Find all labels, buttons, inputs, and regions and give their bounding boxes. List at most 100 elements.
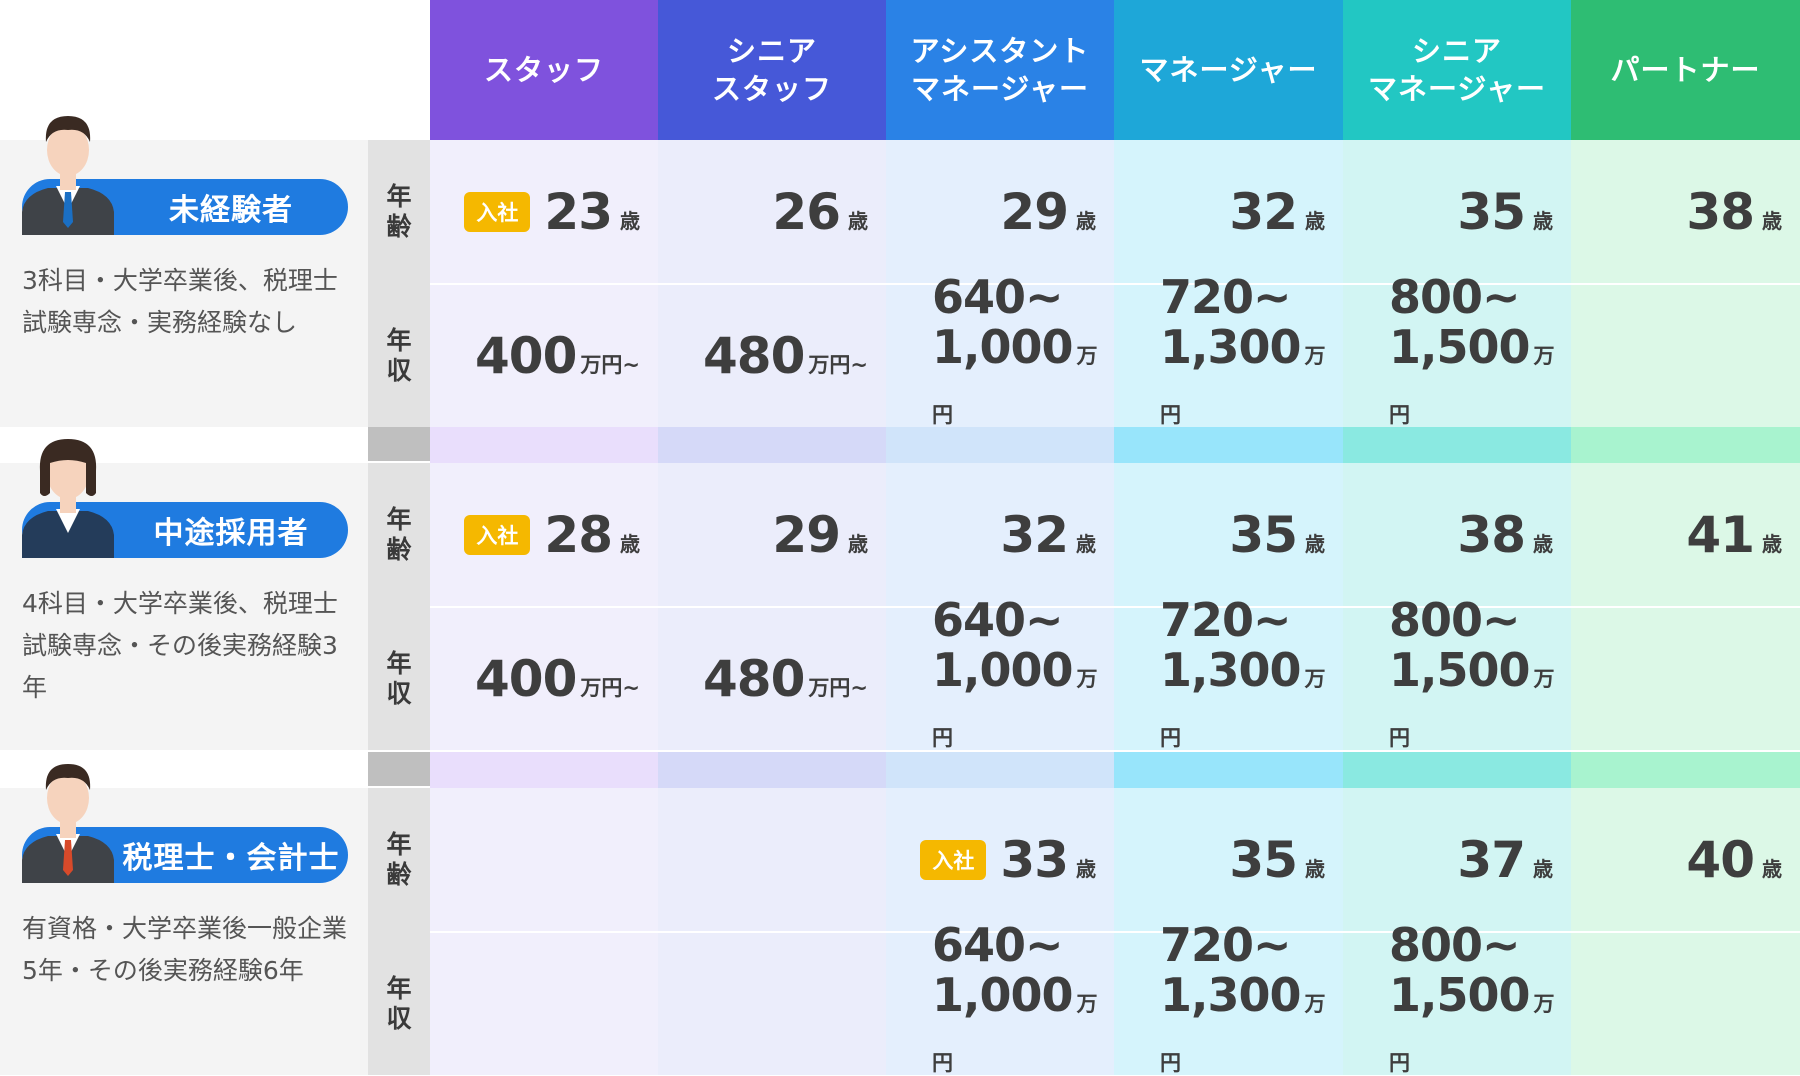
row-divider	[658, 283, 886, 285]
column-header-line: スタッフ	[711, 72, 832, 106]
person-icon	[22, 433, 114, 558]
row-label-char: 収	[386, 1003, 412, 1033]
age-value: 35	[1229, 831, 1298, 889]
column-header-label: マネージャー	[1140, 51, 1318, 89]
row-label-char: 年	[386, 648, 412, 678]
salary-unit: 万円~	[808, 353, 868, 377]
row-label-char: 収	[386, 678, 412, 708]
salary-to-line: 1,000 万円	[932, 645, 1114, 763]
column-header-label: スタッフ	[484, 51, 604, 89]
row-divider	[886, 931, 1114, 933]
row-label-age: 年齢	[368, 788, 430, 932]
row-divider	[430, 606, 658, 608]
age-value: 35	[1457, 183, 1526, 241]
age-value: 38	[1686, 183, 1755, 241]
salary-cell: 720~ 1,300 万円	[1114, 920, 1343, 1076]
age-unit: 歳	[1305, 856, 1325, 881]
group-separator-cell	[1343, 752, 1571, 788]
salary-unit: 万円	[932, 667, 1098, 750]
row-divider	[1571, 283, 1800, 285]
profile-description: 4科目・大学卒業後、税理士試験専念・その後実務経験3年	[22, 589, 338, 702]
column-header: アシスタント マネージャー	[886, 0, 1114, 140]
row-label-char: 年	[386, 325, 412, 355]
salary-from: 720~	[1160, 593, 1292, 647]
age-value: 41	[1686, 506, 1755, 564]
age-unit: 歳	[848, 531, 868, 556]
age-unit: 歳	[620, 208, 640, 233]
age-cell: 35 歳	[1343, 140, 1571, 284]
row-divider	[430, 931, 658, 933]
age-value: 35	[1229, 506, 1298, 564]
salary-from: 640~	[932, 270, 1064, 324]
row-divider	[658, 931, 886, 933]
salary-unit: 万円	[932, 992, 1098, 1075]
profile-description: 有資格・大学卒業後一般企業5年・その後実務経験6年	[22, 914, 348, 985]
profile-description: 3科目・大学卒業後、税理士試験専念・実務経験なし	[22, 266, 338, 337]
row-divider	[886, 283, 1114, 285]
age-unit: 歳	[1076, 856, 1096, 881]
group-separator-cell	[886, 427, 1114, 463]
salary-cell: 800~ 1,500 万円	[1343, 272, 1571, 427]
row-divider	[886, 606, 1114, 608]
age-value: 23	[544, 183, 613, 241]
row-label-char: 齢	[386, 860, 412, 889]
person-icon	[22, 758, 114, 883]
entry-badge: 入社	[464, 515, 531, 555]
salary-to-line: 1,300 万円	[1160, 970, 1343, 1076]
group-separator-cell	[430, 752, 658, 788]
salary-to-line: 1,500 万円	[1389, 645, 1571, 763]
salary-cell: 640~ 1,000 万円	[886, 595, 1114, 750]
row-divider	[1343, 606, 1571, 608]
age-cell: 入社 23 歳	[430, 140, 658, 284]
entry-badge: 入社	[920, 840, 987, 880]
age-unit: 歳	[1762, 208, 1782, 233]
age-unit: 歳	[848, 208, 868, 233]
salary-cell: 480 万円~	[658, 608, 886, 750]
salary-to: 1,500	[1389, 968, 1531, 1022]
salary-value: 400	[475, 650, 577, 708]
entry-badge: 入社	[464, 192, 531, 232]
salary-cell: 720~ 1,300 万円	[1114, 272, 1343, 427]
row-divider	[1114, 931, 1343, 933]
salary-cell	[430, 933, 658, 1075]
salary-from: 800~	[1389, 270, 1521, 324]
age-value: 29	[1000, 183, 1069, 241]
age-unit: 歳	[1533, 856, 1553, 881]
age-cell: 35 歳	[1114, 788, 1343, 932]
salary-cell: 400 万円~	[430, 285, 658, 427]
column-header-line: シニア	[1411, 34, 1502, 68]
salary-unit: 万円~	[580, 676, 640, 700]
column-header: パートナー	[1571, 0, 1800, 140]
column-header: シニア マネージャー	[1343, 0, 1571, 140]
age-cell	[658, 788, 886, 932]
group-separator-cell	[886, 752, 1114, 788]
salary-value: 480	[703, 327, 805, 385]
person-icon	[22, 110, 114, 235]
row-label-char: 年	[386, 830, 412, 859]
age-cell: 38 歳	[1571, 140, 1800, 284]
salary-to: 1,300	[1160, 320, 1302, 374]
salary-to-line: 1,500 万円	[1389, 322, 1571, 440]
salary-to-line: 1,500 万円	[1389, 970, 1571, 1076]
salary-cell	[1571, 608, 1800, 750]
salary-to: 1,000	[932, 643, 1074, 697]
group-separator	[368, 752, 430, 786]
salary-unit: 万円	[1389, 667, 1555, 750]
salary-to: 1,000	[932, 968, 1074, 1022]
row-label-salary: 年収	[368, 607, 430, 750]
column-header-line: マネージャー	[1368, 72, 1546, 106]
age-cell: 29 歳	[886, 140, 1114, 284]
age-cell	[430, 788, 658, 932]
column-header-line: アシスタント	[910, 34, 1090, 68]
salary-unit: 万円	[1160, 344, 1326, 427]
age-value: 32	[1229, 183, 1298, 241]
salary-cell: 640~ 1,000 万円	[886, 920, 1114, 1075]
salary-from: 720~	[1160, 918, 1292, 972]
age-value: 37	[1457, 831, 1526, 889]
salary-to-line: 1,000 万円	[932, 322, 1114, 440]
age-unit: 歳	[1076, 531, 1096, 556]
row-label-char: 年	[386, 973, 412, 1003]
age-unit: 歳	[1762, 531, 1782, 556]
salary-unit: 万円	[1389, 992, 1555, 1075]
salary-to: 1,300	[1160, 643, 1302, 697]
